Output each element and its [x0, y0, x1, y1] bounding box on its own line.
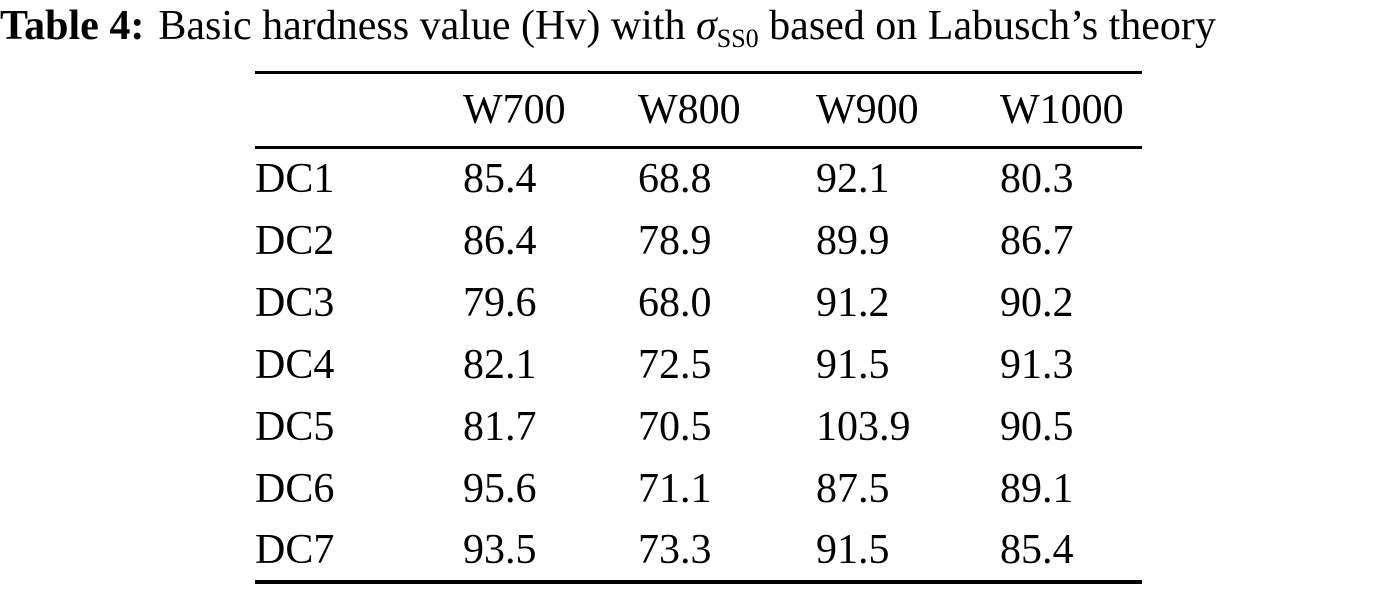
table-caption-label: Table 4: [0, 3, 145, 49]
cell: 89.9 [816, 217, 890, 264]
column-header-w1000: W1000 [1000, 72, 1142, 149]
sigma-symbol: σ [696, 3, 717, 49]
cell: 85.4 [1000, 526, 1074, 573]
table-row: DC1 85.4 68.8 92.1 80.3 [255, 148, 1142, 210]
row-label: DC6 [255, 465, 335, 512]
cell: 95.6 [463, 465, 537, 512]
cell: 68.0 [638, 279, 712, 326]
hardness-table: W700 W800 W900 W1000 DC1 85.4 68.8 92.1 … [255, 71, 1142, 584]
cell: 79.6 [463, 279, 537, 326]
table-row: DC6 95.6 71.1 87.5 89.1 [255, 458, 1142, 520]
cell: 86.4 [463, 217, 537, 264]
sigma-subscript: SS0 [716, 24, 759, 53]
column-header-w700: W700 [463, 72, 638, 149]
column-header-w800: W800 [638, 72, 816, 149]
table-row: DC3 79.6 68.0 91.2 90.2 [255, 272, 1142, 334]
table-row: DC5 81.7 70.5 103.9 90.5 [255, 396, 1142, 458]
cell: 78.9 [638, 217, 712, 264]
cell: 91.5 [816, 526, 890, 573]
cell: 90.5 [1000, 403, 1074, 450]
cell: 82.1 [463, 341, 537, 388]
cell: 80.3 [1000, 156, 1074, 203]
row-label: DC7 [255, 526, 335, 573]
cell: 85.4 [463, 156, 537, 203]
cell: 70.5 [638, 403, 712, 450]
row-label: DC2 [255, 217, 335, 264]
cell: 91.5 [816, 341, 890, 388]
cell: 86.7 [1000, 217, 1074, 264]
cell: 81.7 [463, 403, 537, 450]
cell: 91.3 [1000, 341, 1074, 388]
table-row: DC2 86.4 78.9 89.9 86.7 [255, 210, 1142, 272]
cell: 71.1 [638, 465, 712, 512]
cell: 73.3 [638, 526, 712, 573]
column-header-w900: W900 [816, 72, 1000, 149]
cell: 93.5 [463, 526, 537, 573]
cell: 72.5 [638, 341, 712, 388]
row-label: DC4 [255, 341, 335, 388]
row-label: DC5 [255, 403, 335, 450]
header-row: W700 W800 W900 W1000 [255, 72, 1142, 149]
cell: 90.2 [1000, 279, 1074, 326]
caption-text-after-sigma: based on Labusch’s theory [758, 3, 1216, 49]
cell: 89.1 [1000, 465, 1074, 512]
table-row: DC4 82.1 72.5 91.5 91.3 [255, 334, 1142, 396]
column-header-blank [255, 72, 463, 149]
row-label: DC3 [255, 279, 335, 326]
cell: 103.9 [816, 403, 911, 450]
row-label: DC1 [255, 156, 335, 203]
table-caption: Table 4: Basic hardness value (Hv) with σ… [0, 1, 1216, 64]
cell: 68.8 [638, 156, 712, 203]
cell: 91.2 [816, 279, 890, 326]
caption-text-before-sigma: Basic hardness value (Hv) with [158, 3, 697, 49]
cell: 92.1 [816, 156, 890, 203]
table-row: DC7 93.5 73.3 91.5 85.4 [255, 520, 1142, 582]
cell: 87.5 [816, 465, 890, 512]
